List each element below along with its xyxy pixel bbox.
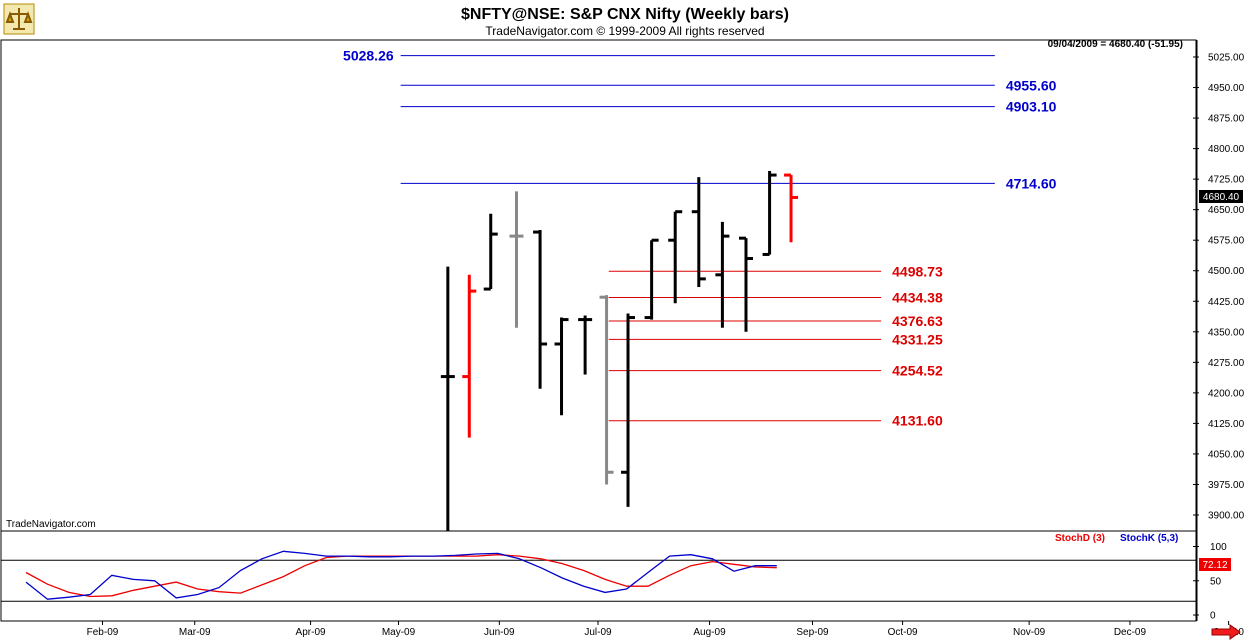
scroll-right-arrow-icon[interactable] — [1211, 624, 1241, 640]
price-tick-label: 4650.00 — [1208, 205, 1245, 216]
watermark: TradeNavigator.com — [6, 519, 96, 530]
price-panel — [0, 39, 1197, 532]
stoch-tick-label: 100 — [1210, 542, 1227, 553]
price-tick-label: 4425.00 — [1208, 297, 1245, 308]
time-tick-label: Jul-09 — [584, 627, 612, 638]
price-info-readout: 09/04/2009 = 4680.40 (-51.95) — [1048, 39, 1183, 50]
price-level-label: 4498.73 — [892, 263, 943, 279]
price-level-label: 4714.60 — [1006, 175, 1057, 191]
price-tick-label: 4275.00 — [1208, 358, 1245, 369]
stoch-tick-label: 50 — [1210, 576, 1222, 587]
chart-subtitle: TradeNavigator.com © 1999-2009 All right… — [485, 24, 764, 38]
price-tick-label: 3900.00 — [1208, 511, 1245, 522]
stochd-legend: StochD (3) — [1055, 533, 1105, 544]
stochk-legend: StochK (5,3) — [1120, 533, 1178, 544]
time-tick-label: Sep-09 — [796, 627, 829, 638]
price-tick-label: 4200.00 — [1208, 388, 1245, 399]
price-tick-label: 4050.00 — [1208, 449, 1245, 460]
price-level-label: 4376.63 — [892, 313, 943, 329]
price-y-axis: 5025.00 4950.00 4875.00 4800.00 4725.00 4650.… — [1193, 53, 1245, 522]
price-level-label: 4131.60 — [892, 413, 943, 429]
price-tick-label: 4500.00 — [1208, 266, 1245, 277]
price-tick-label: 4125.00 — [1208, 419, 1245, 430]
time-tick-label: Apr-09 — [296, 627, 326, 638]
time-tick-label: Jun-09 — [484, 627, 515, 638]
chart-title: $NFTY@NSE: S&P CNX Nifty (Weekly bars) — [461, 6, 789, 23]
price-level-label: 4331.25 — [892, 331, 943, 347]
price-tick-label: 4350.00 — [1208, 327, 1245, 338]
stoch-series-line — [25, 550, 777, 600]
stochastic-oscillator: 100 50 0 — [1, 542, 1227, 622]
stoch-value-tag: 72.12 — [1199, 558, 1231, 571]
price-tick-label: 4950.00 — [1208, 83, 1245, 94]
time-tick-label: Aug-09 — [693, 627, 726, 638]
stoch-tick-label: 0 — [1210, 611, 1216, 622]
price-level-label: 4254.52 — [892, 363, 943, 379]
price-tick-label: 4800.00 — [1208, 144, 1245, 155]
time-tick-label: Mar-09 — [179, 627, 211, 638]
price-levels: 5028.26 4955.60 4903.10 4714.60 4498.73 4434.… — [343, 48, 1057, 429]
last-price-tag: 4680.40 — [1199, 190, 1243, 203]
last-price-value: 4680.40 — [1203, 192, 1240, 203]
price-level-label: 5028.26 — [343, 48, 394, 64]
price-tick-label: 4725.00 — [1208, 175, 1245, 186]
time-x-axis: Feb-09 Mar-09 Apr-09 May-09 Jun-09 Jul-09 Aug-… — [87, 621, 1244, 638]
time-tick-label: Oct-09 — [888, 627, 918, 638]
time-tick-label: Feb-09 — [87, 627, 119, 638]
price-tick-label: 4875.00 — [1208, 114, 1245, 125]
price-level-label: 4903.10 — [1006, 99, 1057, 115]
stoch-last-value: 72.12 — [1202, 560, 1227, 571]
tradenavigator-logo-icon[interactable] — [3, 3, 35, 35]
time-tick-label: May-09 — [382, 627, 416, 638]
time-tick-label: Dec-09 — [1114, 627, 1147, 638]
price-level-label: 4434.38 — [892, 289, 943, 305]
price-tick-label: 5025.00 — [1208, 53, 1245, 64]
time-tick-label: Nov-09 — [1013, 627, 1046, 638]
price-tick-label: 4575.00 — [1208, 236, 1245, 247]
ohlc-bars — [440, 170, 799, 532]
price-tick-label: 3975.00 — [1208, 480, 1245, 491]
price-level-label: 4955.60 — [1006, 77, 1057, 93]
